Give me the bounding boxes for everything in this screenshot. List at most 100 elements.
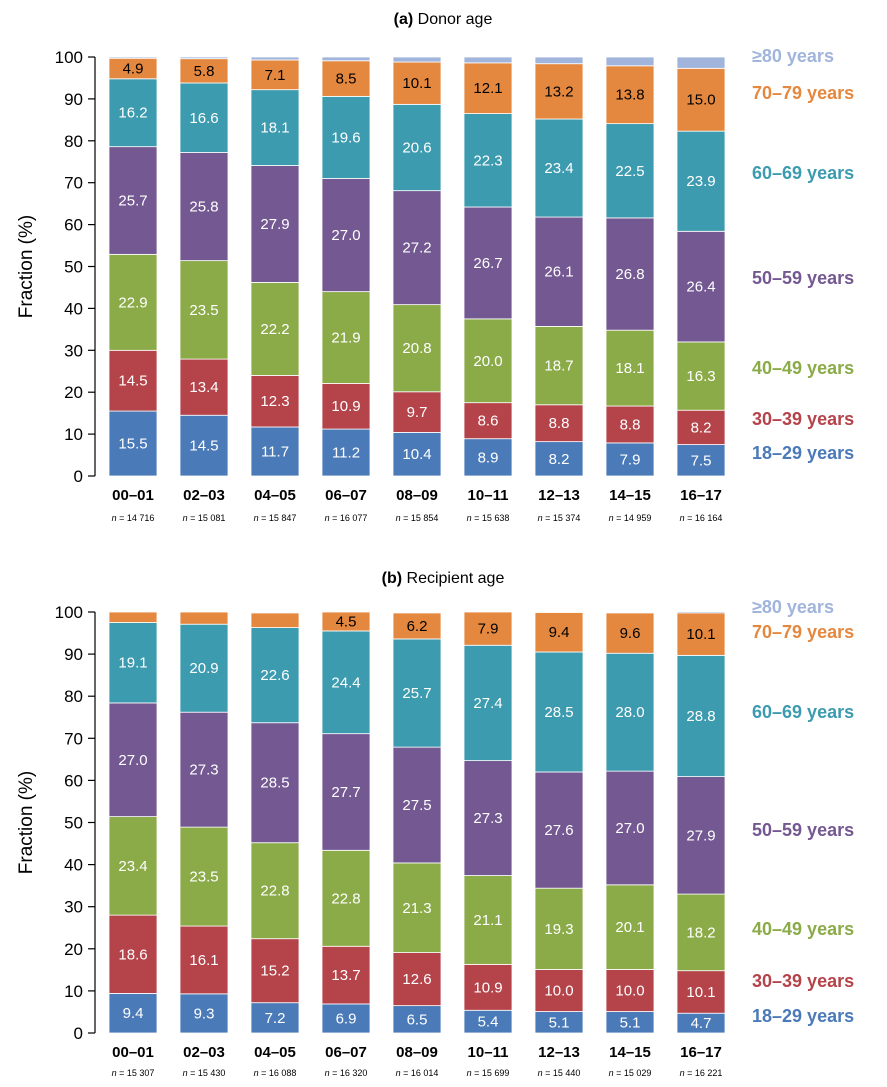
category-label: 04–05: [254, 487, 296, 504]
y-tick-label: 70: [64, 729, 83, 748]
y-tick-label: 60: [64, 771, 83, 790]
category-label: 14–15: [609, 1044, 651, 1061]
bar-value-label: 4.9: [123, 61, 144, 78]
category-label: 00–01: [112, 1044, 154, 1061]
category-label: 02–03: [183, 1044, 225, 1061]
bar-value-label: 6.9: [336, 1010, 357, 1027]
chart-title-text: Recipient age: [402, 570, 504, 587]
bar-segment: [464, 57, 512, 63]
bar-value-label: 21.1: [473, 912, 502, 929]
bar-value-label: 18.2: [686, 924, 715, 941]
sample-size-label: n = 14 716: [112, 513, 155, 523]
category-label: 16–17: [680, 1044, 722, 1061]
y-tick-label: 0: [74, 1024, 83, 1043]
bar-value-label: 10.9: [473, 979, 502, 996]
category-label: 12–13: [538, 487, 580, 504]
y-axis-label: Fraction (%): [16, 771, 37, 874]
bar-value-label: 11.2: [332, 445, 360, 462]
y-tick-label: 30: [64, 341, 83, 360]
bar-value-label: 28.5: [544, 704, 573, 721]
bar-value-label: 5.1: [620, 1014, 641, 1031]
y-axis-label: Fraction (%): [16, 215, 37, 318]
bar-value-label: 9.3: [194, 1005, 215, 1022]
category-label: 12–13: [538, 1044, 580, 1061]
bar-value-label: 22.3: [473, 152, 502, 169]
bar-value-label: 22.2: [260, 321, 289, 338]
bar-value-label: 10.4: [402, 446, 431, 463]
bar-value-label: 5.1: [549, 1014, 570, 1031]
legend-entry: ≥80 years: [752, 46, 834, 66]
bar-value-label: 8.2: [549, 451, 570, 468]
bar-value-label: 27.2: [402, 240, 431, 257]
bar-segment: [180, 612, 228, 624]
bar-segment: [180, 57, 228, 59]
bar-value-label: 9.7: [407, 404, 428, 421]
bar-value-label: 16.2: [118, 105, 147, 122]
legend-entry: 70–79 years: [752, 83, 854, 103]
sample-size-label: n = 15 699: [467, 1068, 510, 1078]
bar-value-label: 15.0: [686, 92, 715, 109]
bar-value-label: 6.5: [407, 1011, 428, 1028]
y-tick-label: 100: [55, 603, 83, 622]
chart-title-prefix: (a): [394, 11, 414, 28]
bar-value-label: 10.9: [331, 398, 360, 415]
chart-title: (b) Recipient age: [382, 570, 505, 587]
bar-value-label: 27.3: [189, 762, 218, 779]
bar-value-label: 15.2: [260, 963, 289, 980]
bar-value-label: 8.8: [549, 415, 570, 432]
bar-value-label: 19.6: [331, 129, 360, 146]
y-tick-label: 30: [64, 898, 83, 917]
bar-value-label: 20.8: [402, 340, 431, 357]
bar-value-label: 16.1: [189, 952, 218, 969]
category-label: 08–09: [396, 487, 438, 504]
category-label: 14–15: [609, 487, 651, 504]
bar-value-label: 7.2: [265, 1010, 286, 1027]
bar-value-label: 10.0: [544, 982, 573, 999]
y-tick-label: 50: [64, 258, 83, 277]
legend-entry: 18–29 years: [752, 1006, 854, 1026]
legend-entry: 50–59 years: [752, 820, 854, 840]
y-tick-label: 20: [64, 383, 83, 402]
bar-segment: [606, 57, 654, 66]
bar-segment: [109, 612, 157, 623]
bar-value-label: 14.5: [118, 373, 147, 390]
bar-value-label: 27.7: [331, 784, 360, 801]
bar-value-label: 25.7: [118, 193, 147, 210]
bar-value-label: 9.4: [549, 624, 570, 641]
category-label: 02–03: [183, 487, 225, 504]
bar-segment: [109, 57, 157, 58]
y-tick-label: 90: [64, 90, 83, 109]
bar-value-label: 8.8: [620, 416, 641, 433]
bar-value-label: 18.6: [118, 946, 147, 963]
bar-segment: [535, 57, 583, 64]
bar-value-label: 7.5: [691, 452, 712, 469]
y-tick-label: 70: [64, 174, 83, 193]
bar-value-label: 16.6: [189, 110, 218, 127]
bar-value-label: 27.9: [686, 827, 715, 844]
bar-value-label: 26.7: [473, 255, 502, 272]
sample-size-label: n = 16 320: [325, 1068, 368, 1078]
bar-value-label: 27.9: [260, 216, 289, 233]
bar-value-label: 27.0: [331, 227, 360, 244]
bar-value-label: 20.6: [402, 140, 431, 157]
bar-value-label: 12.1: [473, 80, 502, 97]
bar-value-label: 12.3: [260, 393, 289, 410]
sample-size-label: n = 15 638: [467, 513, 510, 523]
bar-value-label: 10.1: [402, 75, 431, 92]
bar-segment: [251, 613, 299, 628]
sample-size-label: n = 15 029: [609, 1068, 652, 1078]
y-tick-label: 20: [64, 940, 83, 959]
y-tick-label: 10: [64, 982, 83, 1001]
bar-value-label: 22.6: [260, 667, 289, 684]
sample-size-label: n = 15 847: [254, 513, 297, 523]
bar-value-label: 12.6: [402, 971, 431, 988]
bar-value-label: 10.1: [686, 984, 715, 1001]
bar-value-label: 10.1: [686, 626, 715, 643]
chart-title-text: Donor age: [413, 11, 492, 28]
bar-value-label: 27.6: [544, 822, 573, 839]
sample-size-label: n = 14 959: [609, 513, 652, 523]
y-tick-label: 100: [55, 48, 83, 67]
chart-title: (a) Donor age: [394, 11, 493, 28]
